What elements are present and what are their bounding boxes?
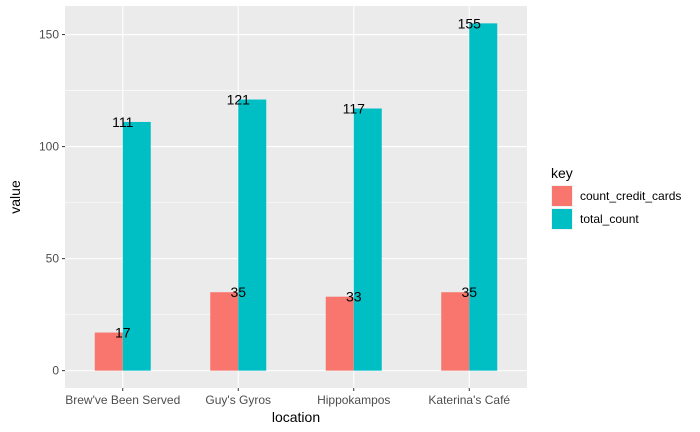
bar-count_credit_cards [325, 296, 354, 371]
bar-total_count [238, 99, 267, 371]
legend-label: count_credit_cards [580, 189, 681, 203]
bar-total_count [353, 108, 382, 371]
bar-count_credit_cards [441, 292, 470, 371]
data-label: 33 [346, 289, 362, 305]
bar-total_count [122, 121, 151, 371]
x-axis: Brew've Been Served Guy's Gyros Hippokampo… [65, 388, 510, 407]
y-tick-label: 0 [52, 364, 59, 378]
data-label: 121 [227, 92, 251, 108]
legend-key-count_credit_cards [552, 186, 572, 206]
x-tick-label: Guy's Gyros [205, 393, 271, 407]
data-label: 111 [112, 114, 133, 130]
bars [94, 23, 498, 371]
data-label: 17 [115, 325, 131, 341]
x-tick-label: Hippokampos [317, 393, 390, 407]
y-tick-label: 100 [39, 140, 59, 154]
legend-title: key [551, 165, 573, 181]
bar-count_credit_cards [210, 292, 239, 371]
data-label: 155 [458, 15, 482, 31]
x-tick-label: Katerina's Café [428, 393, 510, 407]
data-labels: 17 35 33 35 111 121 117 155 [112, 15, 481, 340]
y-tick-label: 150 [39, 28, 59, 42]
bar-total_count [469, 23, 498, 371]
data-label: 117 [343, 101, 366, 117]
data-label: 35 [461, 284, 477, 300]
data-label: 35 [230, 284, 246, 300]
x-tick-label: Brew've Been Served [65, 393, 180, 407]
y-axis: 0 50 100 150 [39, 28, 65, 378]
bar-count_credit_cards [94, 332, 123, 371]
legend-key-total_count [552, 209, 572, 229]
y-axis-title: value [7, 180, 23, 214]
legend: key count_credit_cards total_count [551, 165, 681, 230]
y-tick-label: 50 [46, 252, 60, 266]
legend-label: total_count [580, 212, 639, 226]
x-axis-title: location [272, 409, 320, 425]
